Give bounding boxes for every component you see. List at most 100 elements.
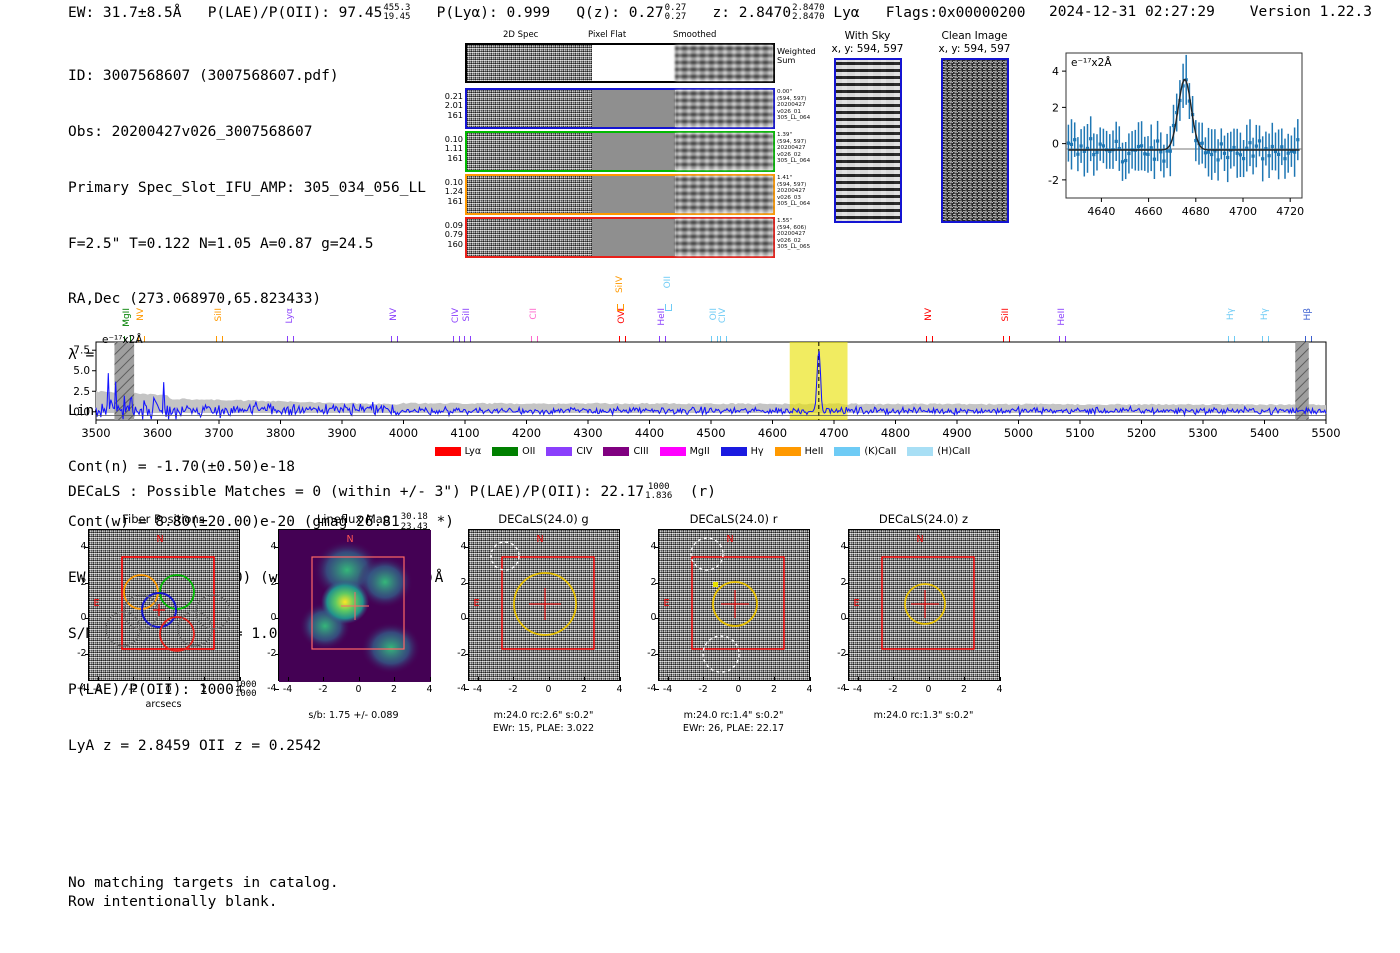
fiber-row-2 bbox=[465, 131, 775, 172]
legend-item-civ: CIV bbox=[546, 446, 592, 457]
compass-north-label: N bbox=[536, 534, 544, 545]
cutout-xtick-mark bbox=[133, 677, 134, 681]
cutout-decals-g[interactable]: DECaLS(24.0) g N E 4 2 0 -2 -4 -4 -2 0 2 4 m:24.… bbox=[436, 512, 651, 735]
cutout-fiber-positions[interactable]: Fiber Positions N E 4 2 0 -2 -4 -4 -2 0 2 4 arcs… bbox=[56, 512, 271, 712]
cutout-ytick: 0 bbox=[831, 612, 847, 623]
header-z-class: Lyα bbox=[833, 5, 860, 22]
cutout-xtick-mark bbox=[239, 677, 241, 681]
cutout-ytick: -4 bbox=[267, 683, 277, 694]
cutout-xtick: 2 bbox=[771, 684, 777, 695]
cutout-ytick-mark bbox=[84, 689, 89, 690]
cutout-xtick: 2 bbox=[391, 684, 397, 695]
clean-image-panel: Clean Image x, y: 594, 597 bbox=[922, 30, 1027, 223]
svg-text:4700: 4700 bbox=[819, 426, 848, 440]
cutout-ytick-mark bbox=[464, 582, 469, 584]
cutout-ytick-mark bbox=[844, 547, 849, 548]
cutout-ytick-mark bbox=[844, 618, 849, 619]
fiber2-pixelflat-image bbox=[592, 133, 676, 170]
spectrum-legend: Lyα OII CIV CIII MgII Hγ HeII (K)CaII bbox=[60, 446, 1345, 457]
cutout-xtick-mark bbox=[287, 677, 289, 681]
cutout-decals-r[interactable]: DECaLS(24.0) r N E 4 2 0 -2 -4 -4 -2 0 2 4 m:24.… bbox=[626, 512, 841, 735]
compass-north-label: N bbox=[726, 534, 734, 545]
cutout-ytick: 0 bbox=[71, 612, 87, 623]
legend-item-ciii: CIII bbox=[603, 446, 649, 457]
fiber-row-4 bbox=[465, 217, 775, 258]
cutout-xticks: -4 -2 0 2 4 bbox=[658, 677, 812, 697]
inset-svg: 4640 4660 4680 4700 4720 4 2 0 -2 bbox=[1048, 52, 1304, 218]
svg-text:3800: 3800 bbox=[266, 426, 295, 440]
svg-text:5200: 5200 bbox=[1127, 426, 1156, 440]
info-id: ID: 3007568607 (3007568607.pdf) bbox=[68, 68, 339, 85]
compass-east-label: E bbox=[853, 598, 860, 609]
cutout-xticks: -4 -2 0 2 4 bbox=[468, 677, 622, 697]
legend-swatch bbox=[720, 447, 747, 456]
cutout-ytick: 4 bbox=[451, 541, 467, 552]
cutout-xlabel: arcsecs bbox=[145, 699, 182, 710]
fiber-row-3-meta: 1.41" (594, 597) 20200427 v026_03 305_LL… bbox=[777, 175, 811, 208]
svg-text:0.0: 0.0 bbox=[73, 406, 90, 418]
cutout-xtick: 0 bbox=[735, 684, 742, 695]
decals-g-overlay bbox=[489, 541, 595, 650]
cutout-decals-z[interactable]: DECaLS(24.0) z N E 4 2 0 -2 -4 -4 -2 0 2 4 m:24.… bbox=[816, 512, 1031, 723]
cutout-image-box[interactable]: N E 4 2 0 -2 -4 bbox=[837, 529, 1000, 694]
cutout-xtick: -2 bbox=[508, 684, 518, 695]
fiber-row-1-values: 0.21 2.01 161 bbox=[444, 91, 463, 120]
fiber-row-4-meta: 1.55" (594, 606) 20200427 v026_02 305_LL… bbox=[777, 218, 811, 251]
header-z-hi: 2.8470 bbox=[792, 3, 825, 13]
fiber-row-1 bbox=[465, 88, 775, 129]
svg-text:4000: 4000 bbox=[389, 426, 418, 440]
cutout-image-box[interactable]: N E 4 2 0 -2 -4 bbox=[77, 529, 240, 694]
header-qz-hi: 0.27 bbox=[664, 3, 687, 13]
fiber1-pixelflat-image bbox=[592, 90, 676, 127]
cutout-xtick-mark bbox=[857, 677, 859, 681]
cutout-xtick: -2 bbox=[128, 684, 138, 695]
cutout-xtick: 0 bbox=[355, 684, 362, 695]
svg-text:4900: 4900 bbox=[942, 426, 971, 440]
legend-label: HeII bbox=[804, 446, 824, 457]
fiber4-smoothed-image bbox=[675, 219, 773, 256]
svg-text:4720: 4720 bbox=[1276, 205, 1304, 218]
legend-label: (K)CaII bbox=[864, 446, 897, 457]
col-header-pixelflat: Pixel Flat bbox=[588, 30, 627, 40]
clean-image-coords: x, y: 594, 597 bbox=[938, 42, 1011, 55]
cutout-xtick-mark bbox=[619, 677, 621, 681]
cutout-xtick-mark bbox=[999, 677, 1001, 681]
svg-text:5300: 5300 bbox=[1188, 426, 1217, 440]
full-spectrum-chart: MgII NV SiII Lyα NV CIV SiII CII OVI SiIV HeII OII O… bbox=[60, 270, 1345, 470]
inset-data-points bbox=[1066, 54, 1300, 183]
svg-text:5400: 5400 bbox=[1250, 426, 1279, 440]
cutout-image-box[interactable]: N 4 2 0 -2 -4 bbox=[267, 529, 431, 694]
header-timestamp-version: 2024-12-31 02:27:29 Version 1.22.3 bbox=[1049, 4, 1372, 20]
cutout-title: Lineflux Map bbox=[316, 512, 391, 526]
cutout-ytick-mark bbox=[464, 547, 469, 548]
cutout-ytick: -2 bbox=[647, 647, 657, 659]
col-header-2dspec: 2D Spec bbox=[503, 30, 539, 40]
cutout-image-box[interactable]: N E 4 2 0 -2 -4 bbox=[457, 529, 620, 694]
fiber-row-2-meta: 1.39" (594, 597) 20200427 v026_02 305_LL… bbox=[777, 132, 811, 165]
cutout-ytick: -2 bbox=[837, 647, 847, 659]
fiber-row-3 bbox=[465, 174, 775, 215]
legend-label: Hγ bbox=[750, 446, 764, 457]
compass-east-label: E bbox=[663, 598, 670, 609]
clean-image-image bbox=[940, 58, 1009, 223]
svg-text:2.5: 2.5 bbox=[73, 386, 90, 398]
cutout-xtick: 2 bbox=[961, 684, 967, 695]
cutout-xtick: -4 bbox=[92, 684, 103, 695]
cutout-xtick-mark bbox=[394, 677, 395, 681]
cutout-xtick: 4 bbox=[236, 684, 243, 695]
cutout-xtick-mark bbox=[703, 677, 704, 681]
cutout-ytick: 2 bbox=[641, 577, 657, 588]
header-qz: Q(z): 0.27 bbox=[576, 5, 664, 22]
version: Version 1.22.3 bbox=[1249, 4, 1372, 20]
cutout-image-box[interactable]: N E 4 2 0 -2 -4 bbox=[647, 529, 810, 694]
svg-text:4300: 4300 bbox=[573, 426, 602, 440]
fiber1-smoothed-image bbox=[675, 90, 773, 127]
legend-label: CIV bbox=[576, 446, 593, 457]
legend-swatch bbox=[546, 447, 573, 456]
cutout-xtick-mark bbox=[928, 677, 930, 681]
cutout-lineflux-map[interactable]: Lineflux Map N 4 2 0 -2 -4 bbox=[246, 512, 461, 723]
cutout-ytick-mark bbox=[274, 618, 279, 619]
cutout-xtick: -4 bbox=[472, 684, 483, 695]
cutout-ytick: 2 bbox=[451, 577, 467, 588]
cutout-xtick-mark bbox=[513, 677, 514, 681]
